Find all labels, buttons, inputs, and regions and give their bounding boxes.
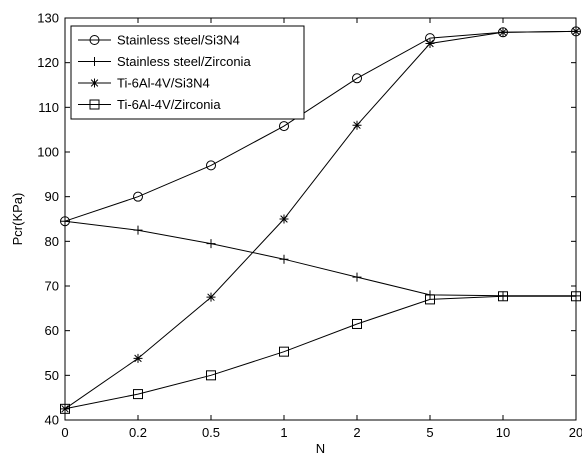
legend-items: Stainless steel/Si3N4 Stainless steel/Zir… [78,33,251,112]
x-tick-labels: 0 0.2 0.5 1 2 5 10 20 [61,425,582,440]
x-axis-label: N [316,441,325,455]
series-line [64,30,577,410]
data-point-marker [352,272,362,282]
legend-label: Stainless steel/Zirconia [117,54,251,69]
y-tick-label: 120 [37,55,59,70]
legend-marker [89,99,100,110]
legend-marker [90,57,99,66]
legend: Stainless steel/Si3N4 Stainless steel/Zir… [70,25,305,120]
x-tick-label: 5 [426,425,433,440]
data-point-marker [279,214,289,224]
x-tick-label: 20 [569,425,582,440]
data-point-marker [206,160,216,171]
legend-label: Ti-6Al-4V/Zirconia [117,97,221,112]
legend-item: Stainless steel/Zirconia [78,54,251,69]
data-point-marker [60,404,70,414]
series-line [64,220,576,297]
data-point-marker [133,389,143,400]
data-point-marker [571,291,581,302]
y-tick-label: 90 [45,189,59,204]
data-point-marker [425,38,435,48]
x-tick-label: 1 [280,425,287,440]
series-4 [60,291,581,414]
x-tick-label: 0.5 [202,425,220,440]
data-point-marker [206,292,216,302]
series-3 [60,26,581,414]
y-tick-label: 40 [45,413,59,428]
y-tick-labels: 40 50 60 70 80 90 100 110 120 130 [37,11,59,428]
data-point-marker [498,291,508,302]
data-point-marker [133,191,143,202]
y-tick-label: 130 [37,11,59,26]
x-tick-label: 0 [61,425,68,440]
data-point-marker [498,27,508,37]
series-line [64,30,577,222]
data-point-marker [425,294,435,305]
legend-item: Ti-6Al-4V/Zirconia [78,97,221,112]
data-point-marker [571,26,581,36]
axis-ticks [64,17,577,421]
data-point-marker [133,353,143,363]
series-2 [60,216,581,301]
y-tick-label: 70 [45,279,59,294]
data-point-marker [279,346,289,357]
legend-label: Ti-6Al-4V/Si3N4 [117,76,210,91]
data-point-marker [279,254,289,264]
legend-marker [90,78,99,88]
data-point-marker [60,403,70,414]
series-line [64,295,576,410]
legend-label: Stainless steel/Si3N4 [117,33,240,48]
legend-item: Ti-6Al-4V/Si3N4 [78,76,210,91]
x-tick-label: 0.2 [129,425,147,440]
y-tick-label: 80 [45,234,59,249]
data-point-marker [352,318,362,329]
y-tick-label: 110 [38,100,59,115]
x-tick-label: 2 [353,425,360,440]
legend-box [70,25,305,120]
data-point-marker [206,370,216,381]
y-axis-label: Pcr(KPa) [10,193,25,246]
data-point-marker [206,239,216,249]
y-tick-label: 50 [45,368,59,383]
legend-item: Stainless steel/Si3N4 [78,33,240,48]
data-point-marker [60,216,70,226]
y-tick-label: 100 [37,145,59,160]
y-tick-label: 60 [45,323,59,338]
data-point-marker [352,120,362,130]
x-tick-label: 10 [496,425,510,440]
series-layer [60,26,581,414]
legend-marker [89,35,100,45]
data-point-marker [279,121,289,132]
data-point-marker [133,225,143,235]
data-point-marker [352,73,362,84]
